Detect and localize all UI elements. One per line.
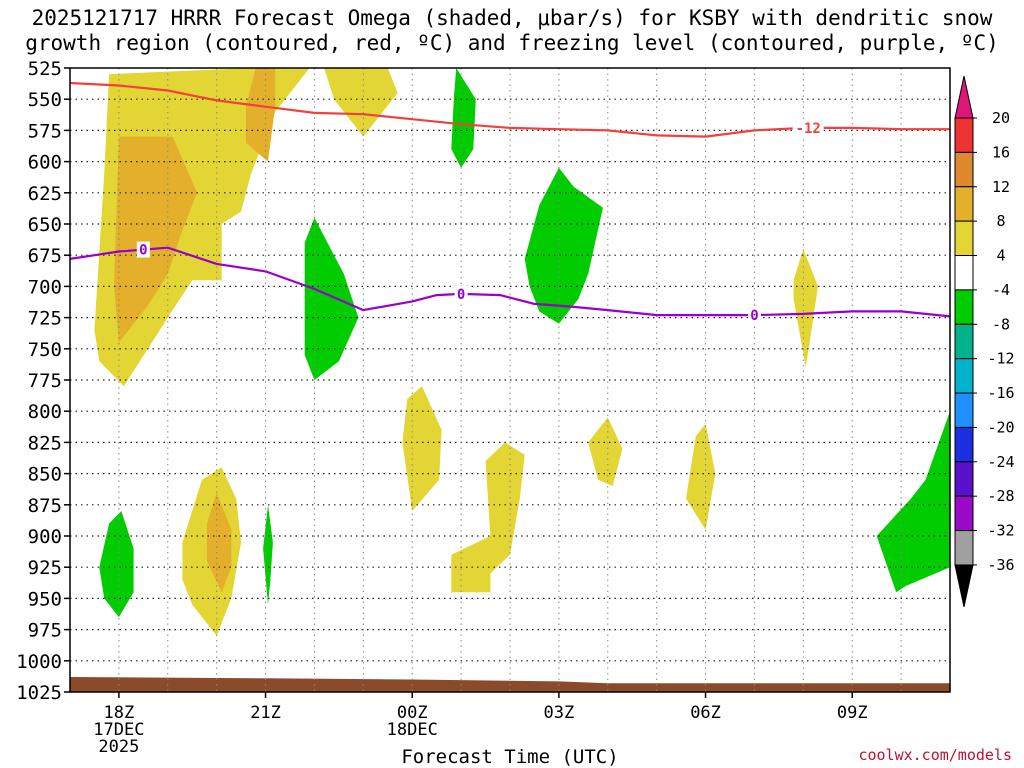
ascent-4-8-06z: [686, 423, 716, 530]
x-tick-label: 00Z: [397, 703, 428, 723]
y-tick-label: 1025: [16, 682, 62, 704]
colorbar-label: -16: [987, 384, 1014, 402]
colorbar-label: 20: [992, 109, 1010, 127]
freezing-level-0-label: 0: [457, 287, 465, 303]
colorbar-label: -32: [987, 522, 1014, 540]
freezing-level-0-line: [69, 246, 951, 318]
freezing-level-0-label: 0: [139, 243, 147, 259]
y-tick-label: 575: [28, 120, 62, 142]
y-tick-label: 850: [28, 464, 62, 486]
colorbar-over-arrow: [954, 75, 974, 119]
colorbar-under-arrow: [954, 564, 974, 608]
ascent-4-8-03z: [588, 417, 623, 487]
shaded-omega-layer: [94, 68, 950, 636]
colorbar-label: 8: [996, 212, 1005, 230]
ascent-8-12-low: [114, 136, 198, 343]
colorbar-label: -36: [987, 556, 1014, 574]
y-tick-label: 750: [28, 339, 62, 361]
descent-4-8-18z-low: [99, 511, 134, 618]
colorbar-label: -20: [987, 418, 1014, 436]
colorbar-label: 16: [992, 143, 1010, 161]
colorbar: 20 16 12 8 4 -4 -8 -12 -16 -20 -24 -28 -32 -36: [954, 75, 1015, 608]
y-tick-label: 875: [28, 495, 62, 517]
colorbar-bin: [954, 358, 974, 394]
y-tick-label: 650: [28, 214, 62, 236]
descent-4-8-01z-upper: [451, 68, 476, 168]
descent-4-8-22z: [304, 217, 359, 380]
y-tick-label: 600: [28, 152, 62, 174]
y-tick-label: 625: [28, 183, 62, 205]
x-tick-label: 2025: [98, 737, 139, 757]
freezing-level-0-label-bg: [747, 307, 761, 324]
freezing-level-0-label-bg: [454, 285, 468, 302]
grid-layer: [70, 68, 950, 692]
contour-layer: -12 0 0 0: [69, 81, 951, 324]
colorbar-bin: [954, 461, 974, 497]
x-tick-label: 09Z: [837, 703, 868, 723]
y-tick-label: 725: [28, 308, 62, 330]
colorbar-bin: [954, 117, 974, 153]
colorbar-bin: [954, 530, 974, 566]
colorbar-bin: [954, 255, 974, 291]
colorbar-bin: [954, 289, 974, 325]
x-axis-label: Forecast Time (UTC): [401, 746, 619, 768]
credit-text: coolwx.com/models: [858, 746, 1012, 764]
dendritic-growth-minus12-label-bg: [792, 119, 824, 136]
colorbar-label: -4: [992, 281, 1010, 299]
freezing-level-0-label-bg: [136, 241, 150, 258]
descent-4-8-21z-low: [263, 504, 273, 605]
colorbar-bin: [954, 323, 974, 360]
y-tick-label: 825: [28, 432, 62, 454]
ascent-4-8-08z: [793, 249, 818, 368]
x-tick-label: 17DEC: [93, 720, 144, 740]
ascent-4-8-00z: [402, 386, 442, 511]
colorbar-label: -24: [987, 453, 1014, 471]
x-tick-label: 21Z: [250, 703, 281, 723]
colorbar-bin: [954, 495, 974, 532]
x-tick-label: 18DEC: [387, 720, 438, 740]
y-tick-label: 675: [28, 245, 62, 267]
colorbar-label: -12: [987, 350, 1014, 368]
ascent-4-8-01z: [451, 442, 525, 593]
y-tick-label: 900: [28, 526, 62, 548]
y-tick-label: 700: [28, 276, 62, 298]
chart-title: 2025121717 HRRR Forecast Omega (shaded, …: [25, 6, 999, 55]
colorbar-label: 4: [996, 247, 1005, 265]
colorbar-bin: [954, 392, 974, 428]
colorbar-bin: [954, 186, 974, 222]
y-tick-label: 950: [28, 588, 62, 610]
y-tick-label: 925: [28, 557, 62, 579]
x-tick-label: 18Z: [104, 703, 135, 723]
dendritic-growth-minus12-label: -12: [796, 121, 821, 137]
ascent-4-8-wedge: [324, 68, 398, 137]
colorbar-bin: [954, 151, 974, 188]
x-tick-label: 06Z: [690, 703, 721, 723]
y-tick-label: 525: [28, 58, 62, 80]
y-tick-label: 550: [28, 89, 62, 111]
ascent-8-12-upper: [246, 68, 276, 162]
descent-4-8-10z-low: [876, 411, 950, 593]
colorbar-label: -28: [987, 487, 1014, 505]
y-tick-label: 975: [28, 620, 62, 642]
y-tick-label: 1000: [16, 651, 62, 673]
axis-layer: 525 550 575 600 625 650 675 700 725 750 775 800 825 8…: [16, 58, 867, 757]
colorbar-bin: [954, 426, 974, 463]
freezing-level-0-label: 0: [750, 308, 758, 324]
y-tick-label: 800: [28, 401, 62, 423]
descent-4-8-03z: [524, 167, 603, 324]
colorbar-bin: [954, 220, 974, 257]
colorbar-label: 12: [992, 178, 1010, 196]
colorbar-label: -8: [992, 315, 1010, 333]
y-tick-label: 775: [28, 370, 62, 392]
x-tick-label: 03Z: [544, 703, 575, 723]
